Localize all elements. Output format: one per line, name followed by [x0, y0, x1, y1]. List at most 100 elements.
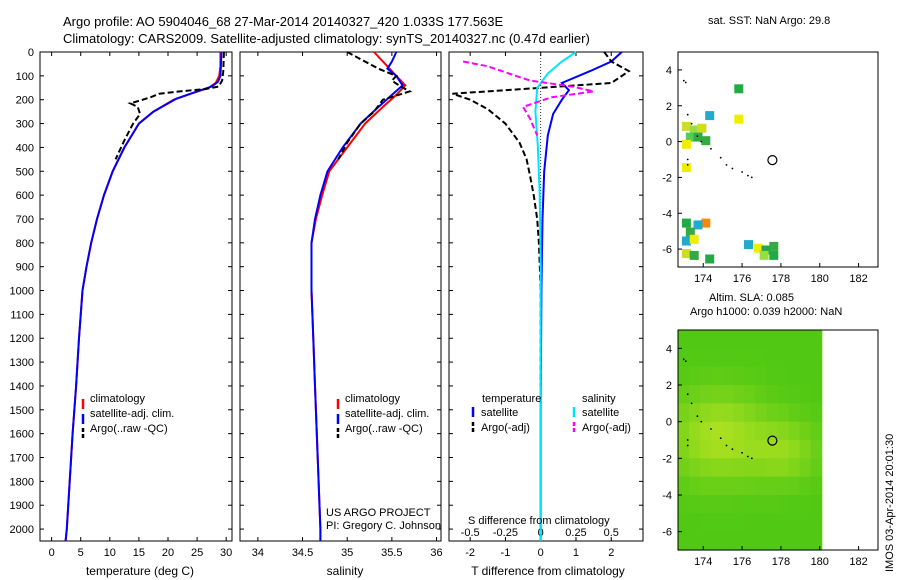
sla-cell — [810, 476, 823, 496]
x-tick-label: 1 — [573, 547, 579, 559]
sst-cell — [769, 241, 779, 251]
y-tick-label: 1500 — [10, 405, 34, 417]
y-tick-label: 1200 — [10, 333, 34, 345]
sla-cell — [788, 421, 801, 441]
sla-cell — [810, 458, 823, 478]
sla-cell — [711, 421, 723, 441]
argo-float-marker — [767, 435, 778, 446]
x-axis-label: salinity — [327, 564, 364, 578]
sla-cell — [733, 366, 745, 386]
sst-cell — [769, 250, 779, 260]
top-tick-label: 0.25 — [565, 527, 586, 539]
imos-timestamp: IMOS 03-Apr-2014 20:01:30 — [884, 434, 896, 572]
sst-map-title: sat. SST: NaN Argo: 29.8 — [708, 15, 830, 27]
sla-cell — [678, 531, 690, 551]
sla-cell — [722, 348, 734, 368]
sla-cell — [799, 458, 812, 478]
difference-legend: temperature salinity satellite Argo(-adj… — [468, 393, 631, 527]
y-tick-label: 1900 — [10, 500, 34, 512]
sla-cell — [810, 366, 823, 386]
y-tick-label: 1700 — [10, 453, 34, 465]
sla-cell — [755, 513, 768, 533]
legend-label-satellite: satellite-adj. clim. — [90, 408, 174, 420]
legend-label-sal-satellite: satellite — [582, 407, 619, 419]
sla-cell — [766, 458, 779, 478]
sla-cell — [700, 330, 712, 349]
sla-cell — [700, 385, 712, 404]
sst-cell — [689, 250, 699, 260]
sla-cell — [788, 476, 801, 496]
sla-cell — [700, 348, 712, 368]
s-difference-label: S difference from climatology — [468, 515, 610, 527]
sst-cell — [744, 240, 753, 250]
sla-cell — [777, 458, 790, 478]
x-tick-label: 35.5 — [381, 547, 402, 559]
sla-cell — [810, 348, 823, 368]
sla-cell — [755, 476, 768, 496]
x-tick-label: 5 — [78, 547, 84, 559]
sla-cell — [700, 476, 712, 496]
x-tick-label: 36 — [430, 547, 442, 559]
y-tick-label: 2000 — [10, 524, 34, 536]
series-salinity-argo-adj- — [462, 60, 594, 136]
sla-cell — [810, 495, 823, 514]
sla-cell — [777, 348, 790, 368]
sst-cell — [734, 84, 744, 94]
sla-cell — [722, 513, 734, 533]
y-tick-label: 700 — [16, 214, 34, 226]
coastline-dot — [725, 444, 728, 447]
sla-cell — [788, 531, 801, 551]
sla-cell — [766, 476, 779, 496]
top-tick-label: -0.25 — [493, 527, 518, 539]
coastline-dot — [690, 122, 693, 125]
sst-cell — [681, 218, 691, 228]
sla-cell — [722, 458, 734, 478]
sla-cell — [689, 366, 701, 386]
sla-cell — [722, 531, 734, 551]
sla-map-panel: 174 176 178 180 182 4 2 0 -2 -4 -6 — [662, 329, 879, 568]
sla-cell — [766, 421, 779, 441]
sla-cell — [689, 330, 701, 349]
sla-cell — [678, 513, 690, 533]
coastline-dot — [731, 448, 734, 451]
sla-cell — [700, 366, 712, 386]
sla-cell — [777, 513, 790, 533]
sla-cell — [711, 495, 723, 514]
coastline-dot — [750, 457, 753, 460]
sst-cell — [681, 249, 691, 259]
sla-cell — [678, 440, 690, 459]
sst-cell — [689, 125, 699, 135]
sla-cell — [766, 531, 779, 551]
sla-cell — [755, 495, 768, 514]
y-tick-label: -4 — [662, 208, 672, 220]
sla-cell — [777, 476, 790, 496]
pi-label: PI: Gregory C. Johnson — [326, 520, 441, 532]
sla-cell — [700, 440, 712, 459]
sst-cell — [693, 132, 703, 142]
x-tick-label: 178 — [772, 556, 790, 568]
sla-cell — [678, 421, 690, 441]
series-temperature-argo-adj- — [452, 51, 631, 386]
sst-cell — [701, 218, 711, 228]
coastline-dot — [750, 176, 753, 179]
coastline-dot — [686, 158, 689, 161]
sla-cell — [766, 440, 779, 459]
x-tick-label: -1 — [501, 547, 511, 559]
sla-cell — [755, 458, 768, 478]
sla-cell — [788, 440, 801, 459]
sla-map-title-line2: Argo h1000: 0.039 h2000: NaN — [690, 306, 842, 318]
y-tick-label: -6 — [662, 244, 672, 256]
coastline-dot — [700, 140, 703, 143]
sla-cell — [722, 366, 734, 386]
y-tick-label: 0 — [666, 137, 672, 149]
sla-cell — [722, 421, 734, 441]
sla-cell — [810, 421, 823, 441]
sla-cell — [711, 385, 723, 404]
map-frame — [677, 329, 879, 551]
x-tick-label: 34 — [252, 547, 264, 559]
x-tick-label: 182 — [849, 556, 867, 568]
y-tick-label: 1800 — [10, 476, 34, 488]
sla-cell — [799, 440, 812, 459]
sla-cell — [678, 366, 690, 386]
